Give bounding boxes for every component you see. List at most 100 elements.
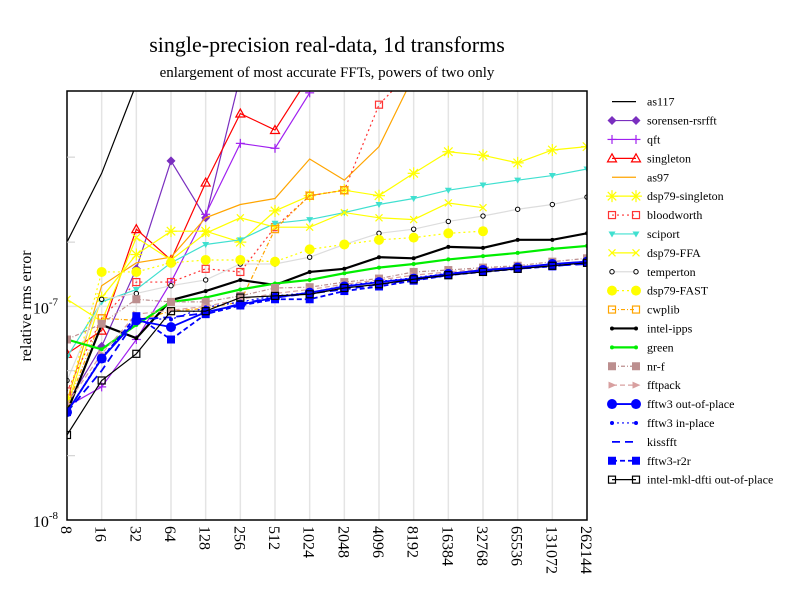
series-line: [67, 168, 587, 358]
data-point: [307, 269, 312, 274]
data-point: [479, 182, 487, 189]
data-point: [236, 267, 245, 277]
data-point: [377, 255, 381, 260]
data-point: [375, 282, 383, 291]
data-point: [446, 257, 451, 262]
legend-label: dsp79-singleton: [647, 189, 724, 203]
legend-label: intel-mkl-dfti out-of-place: [647, 473, 773, 487]
data-point: [236, 301, 245, 310]
data-point: [305, 295, 314, 304]
series-line: [67, 262, 587, 436]
legend-label: intel-ipps: [647, 321, 693, 335]
data-point: [515, 237, 520, 242]
x-tick-label: 16: [92, 526, 109, 542]
data-point: [408, 232, 419, 243]
data-point: [607, 134, 617, 144]
data-point: [632, 231, 640, 238]
data-point: [444, 187, 452, 194]
data-point: [610, 326, 614, 331]
series-line: [67, 92, 311, 408]
series-line: [67, 91, 301, 355]
x-tick-label: 65536: [508, 526, 525, 566]
series-kissfft: [67, 263, 587, 413]
data-point: [342, 271, 347, 276]
data-point: [550, 246, 555, 251]
series-line: [67, 91, 238, 405]
data-point: [409, 215, 418, 224]
data-point: [374, 100, 384, 109]
data-point: [342, 266, 347, 271]
data-point: [631, 210, 641, 220]
data-point: [96, 266, 107, 277]
series-line: [67, 91, 135, 243]
data-point: [631, 399, 641, 410]
legend-item-as97: as97: [612, 170, 669, 184]
data-point: [270, 143, 280, 153]
data-point: [373, 189, 385, 202]
data-point: [444, 199, 453, 207]
data-point: [270, 291, 280, 301]
data-point: [634, 420, 638, 425]
data-point: [270, 225, 280, 234]
legend-item-dsp79-singleton: dsp79-singleton: [606, 189, 724, 203]
legend-item-intel-ipps: intel-ipps: [610, 321, 693, 335]
x-tick-label: 64: [161, 526, 178, 542]
data-point: [305, 283, 314, 292]
data-point: [515, 250, 520, 255]
data-point: [582, 258, 587, 267]
data-point: [339, 239, 350, 250]
data-point: [134, 336, 139, 341]
data-point: [67, 335, 71, 344]
x-tick-label: 32768: [473, 526, 490, 566]
x-tick-label: 128: [196, 526, 213, 550]
data-point: [511, 156, 524, 169]
legend-item-fftw3-out-of-place: fftw3 out-of-place: [607, 397, 734, 411]
data-point: [631, 116, 641, 126]
data-point: [634, 345, 638, 350]
data-point: [340, 208, 349, 217]
data-point: [132, 277, 141, 287]
data-point: [169, 317, 173, 322]
data-point: [410, 226, 417, 232]
data-point: [409, 276, 418, 285]
series-line: [67, 244, 587, 351]
data-point: [407, 167, 420, 180]
data-point: [631, 305, 641, 314]
legend-label: dsp79-FAST: [647, 284, 709, 298]
legend-label: qft: [647, 132, 661, 146]
data-point: [409, 267, 418, 276]
legend-item-singleton: singleton: [606, 151, 691, 165]
data-point: [306, 217, 314, 224]
data-point: [480, 213, 486, 219]
data-point: [234, 107, 246, 118]
series-as97: [67, 91, 407, 402]
x-tick-label: 32: [126, 526, 143, 542]
data-point: [630, 190, 642, 203]
data-point: [202, 277, 209, 283]
data-point: [236, 237, 244, 244]
axes: 10-8 10-7 8 16 32 64 128 256 512 1024 2048 4096 8192…: [33, 156, 594, 574]
data-point: [411, 256, 416, 261]
data-point: [202, 241, 210, 248]
data-point: [546, 143, 559, 156]
legend-label: bloodworth: [647, 208, 702, 222]
data-point: [610, 420, 614, 425]
data-point: [479, 203, 487, 212]
data-point: [514, 177, 522, 184]
x-tick-label: 1024: [300, 526, 317, 558]
legend-item-fftw3-r2r: fftw3-r2r: [608, 454, 691, 468]
data-point: [481, 254, 485, 259]
data-point: [132, 312, 141, 321]
data-point: [340, 283, 349, 293]
series-dsp79-fast: [67, 226, 488, 407]
data-point: [608, 231, 616, 238]
data-point: [67, 430, 72, 440]
series-line: [67, 261, 587, 413]
data-point: [97, 354, 106, 363]
data-point: [201, 229, 210, 238]
data-point: [375, 213, 383, 222]
chart-subtitle: enlargement of most accurate FFTs, power…: [160, 65, 495, 81]
legend-item-sorensen-rsrfft: sorensen-rsrfft: [607, 114, 717, 128]
data-point: [200, 254, 211, 265]
data-point: [166, 322, 176, 333]
